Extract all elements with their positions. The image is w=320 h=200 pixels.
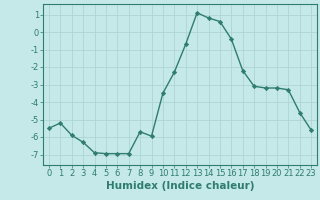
X-axis label: Humidex (Indice chaleur): Humidex (Indice chaleur) bbox=[106, 181, 254, 191]
